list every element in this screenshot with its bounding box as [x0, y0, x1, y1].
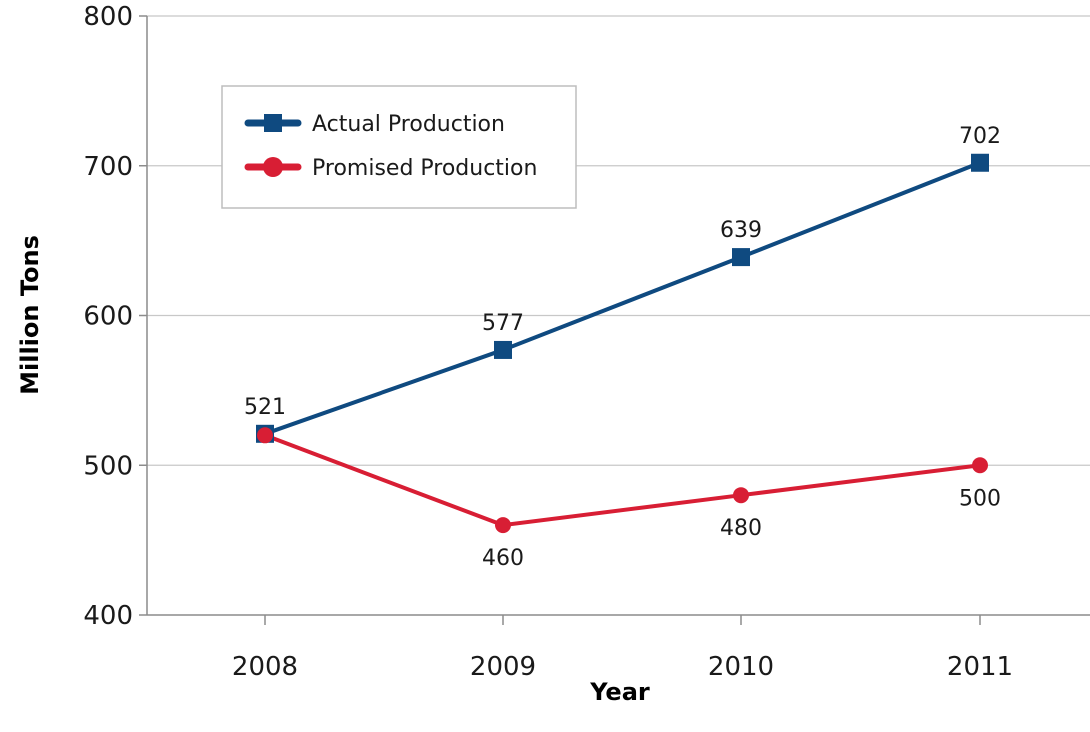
data-label-promised-2009: 460	[482, 546, 524, 571]
x-tick-labels: 2008 2009 2010 2011	[232, 652, 1013, 682]
data-label-promised-2010: 480	[720, 516, 762, 541]
y-tick-label-700: 700	[83, 152, 133, 182]
legend-item-promised: Promised Production	[244, 156, 537, 181]
data-label-actual-2008: 521	[244, 395, 286, 420]
y-tick-label-500: 500	[83, 451, 133, 481]
series-line-promised	[264, 433, 981, 528]
x-tick-label-2009: 2009	[470, 652, 536, 682]
data-label-actual-2011: 702	[959, 124, 1001, 149]
x-tick-label-2010: 2010	[708, 652, 774, 682]
point-actual-2009	[494, 340, 512, 359]
legend-box	[221, 85, 577, 209]
point-actual-2011	[971, 153, 989, 172]
point-actual-2010	[732, 248, 750, 267]
y-axis-title: Million Tons	[16, 235, 44, 395]
series-layer	[256, 153, 989, 534]
legend-swatch-promised-marker	[263, 157, 283, 177]
legend-label-actual: Actual Production	[312, 112, 505, 137]
legend-swatch-actual-marker	[264, 114, 282, 132]
data-label-actual-2010: 639	[720, 218, 762, 243]
y-tick-label-800: 800	[83, 2, 133, 32]
x-tick-label-2008: 2008	[232, 652, 298, 682]
gridlines	[147, 15, 1090, 466]
legend: Actual Production Promised Production	[221, 85, 577, 209]
data-labels: 521 577 639 702 460 480 500	[244, 124, 1001, 571]
point-promised-2011	[972, 457, 988, 474]
point-promised-2008	[257, 427, 273, 444]
y-tick-label-600: 600	[83, 302, 133, 332]
tick-marks	[139, 15, 981, 625]
series-line-actual	[264, 160, 981, 436]
point-promised-2009	[495, 517, 511, 534]
point-promised-2010	[733, 487, 749, 504]
legend-label-promised: Promised Production	[312, 156, 537, 181]
legend-item-actual: Actual Production	[244, 112, 505, 137]
x-axis-title: Year	[589, 678, 650, 706]
data-label-promised-2011: 500	[959, 486, 1001, 511]
y-tick-label-400: 400	[83, 601, 133, 631]
y-tick-labels: 400 500 600 700 800	[83, 2, 133, 631]
data-label-actual-2009: 577	[482, 311, 524, 336]
x-tick-label-2011: 2011	[947, 652, 1013, 682]
